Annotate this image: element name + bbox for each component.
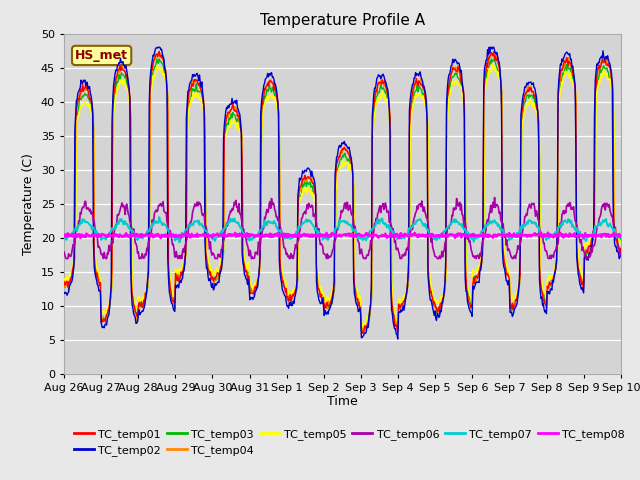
TC_temp01 (428, 293, 436, 299)
TC_temp05 (214, 266, 221, 272)
TC_temp06 (128, 228, 136, 234)
TC_temp08 (428, 231, 435, 237)
Line: TC_temp02: TC_temp02 (64, 47, 621, 339)
Line: TC_temp06: TC_temp06 (64, 197, 621, 259)
TC_temp08 (214, 231, 221, 237)
TC_temp04 (60, 284, 68, 289)
TC_temp06 (617, 251, 625, 256)
TC_temp08 (127, 232, 135, 238)
TC_temp02 (214, 279, 222, 285)
TC_temp04 (411, 80, 419, 86)
TC_temp07 (127, 227, 135, 233)
TC_temp07 (175, 240, 183, 245)
TC_temp03 (358, 330, 366, 336)
TC_temp01 (185, 90, 193, 96)
TC_temp01 (412, 80, 419, 86)
TC_temp03 (70, 262, 78, 267)
TC_temp01 (60, 278, 68, 284)
TC_temp05 (60, 276, 68, 282)
Text: HS_met: HS_met (75, 49, 128, 62)
TC_temp07 (428, 232, 436, 238)
Legend: TC_temp01, TC_temp02, TC_temp03, TC_temp04, TC_temp05, TC_temp06, TC_temp07, TC_: TC_temp01, TC_temp02, TC_temp03, TC_temp… (70, 424, 629, 460)
TC_temp08 (396, 235, 403, 241)
TC_temp02 (60, 290, 68, 296)
X-axis label: Time: Time (327, 395, 358, 408)
TC_temp05 (617, 239, 625, 244)
TC_temp02 (428, 300, 436, 306)
TC_temp05 (488, 62, 496, 68)
TC_temp06 (185, 222, 193, 228)
TC_temp08 (60, 233, 68, 239)
TC_temp08 (184, 233, 192, 239)
TC_temp03 (214, 276, 221, 282)
TC_temp04 (214, 274, 221, 279)
Y-axis label: Temperature (C): Temperature (C) (22, 153, 35, 255)
TC_temp08 (411, 230, 419, 236)
TC_temp08 (70, 231, 78, 237)
TC_temp04 (70, 262, 78, 268)
TC_temp02 (617, 252, 625, 258)
Line: TC_temp05: TC_temp05 (64, 65, 621, 327)
TC_temp03 (617, 251, 625, 256)
TC_temp07 (617, 236, 625, 242)
TC_temp07 (215, 233, 223, 239)
TC_temp02 (185, 88, 193, 94)
TC_temp02 (394, 336, 402, 342)
TC_temp06 (428, 239, 435, 245)
Line: TC_temp07: TC_temp07 (64, 217, 621, 242)
Line: TC_temp08: TC_temp08 (64, 232, 621, 238)
TC_temp06 (411, 213, 419, 219)
TC_temp01 (127, 276, 135, 282)
TC_temp06 (491, 194, 499, 200)
TC_temp07 (186, 224, 193, 229)
TC_temp05 (184, 117, 192, 122)
TC_temp06 (71, 241, 79, 247)
TC_temp02 (412, 70, 419, 75)
TC_temp01 (156, 48, 163, 54)
TC_temp07 (60, 234, 68, 240)
TC_temp04 (488, 50, 496, 56)
TC_temp01 (617, 249, 625, 255)
TC_temp05 (127, 221, 135, 227)
TC_temp03 (127, 261, 135, 266)
TC_temp02 (127, 288, 135, 294)
TC_temp03 (60, 281, 68, 287)
TC_temp03 (491, 56, 499, 61)
Line: TC_temp04: TC_temp04 (64, 53, 621, 333)
TC_temp06 (60, 249, 68, 255)
TC_temp04 (394, 330, 402, 336)
TC_temp04 (617, 248, 625, 254)
TC_temp01 (70, 258, 78, 264)
TC_temp07 (70, 229, 78, 235)
TC_temp05 (411, 96, 419, 102)
TC_temp03 (411, 89, 419, 95)
TC_temp06 (63, 256, 70, 262)
TC_temp05 (428, 281, 435, 287)
TC_temp04 (127, 269, 135, 275)
TC_temp07 (156, 214, 163, 220)
TC_temp08 (617, 234, 625, 240)
TC_temp01 (214, 270, 222, 276)
TC_temp08 (537, 229, 545, 235)
Line: TC_temp03: TC_temp03 (64, 59, 621, 333)
TC_temp05 (360, 324, 367, 330)
TC_temp03 (428, 288, 435, 293)
TC_temp07 (412, 221, 419, 227)
TC_temp02 (155, 44, 163, 50)
TC_temp01 (358, 330, 366, 336)
TC_temp03 (184, 108, 192, 114)
TC_temp05 (70, 255, 78, 261)
TC_temp02 (70, 260, 78, 266)
TC_temp04 (184, 101, 192, 107)
Title: Temperature Profile A: Temperature Profile A (260, 13, 425, 28)
TC_temp04 (428, 291, 435, 297)
TC_temp06 (214, 252, 222, 257)
Line: TC_temp01: TC_temp01 (64, 51, 621, 333)
